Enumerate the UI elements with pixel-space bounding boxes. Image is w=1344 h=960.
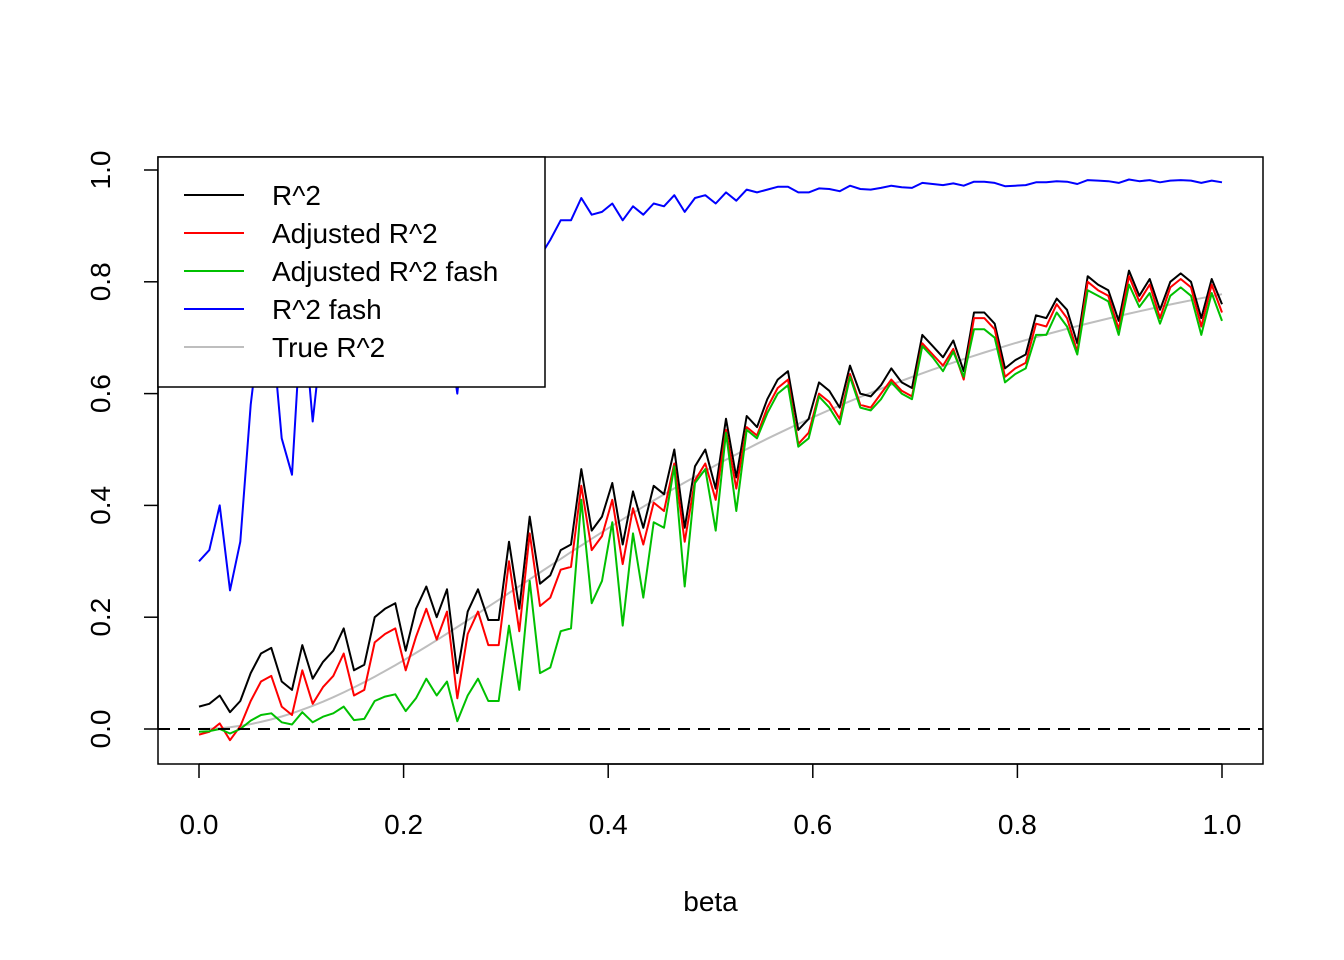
x-tick-label: 0.8: [998, 809, 1037, 840]
y-tick-label: 0.4: [85, 486, 116, 525]
legend: R^2 Adjusted R^2 Adjusted R^2 fash R^2 fash…: [157, 156, 546, 388]
x-tick-label: 0.2: [384, 809, 423, 840]
legend-label: Adjusted R^2: [272, 218, 438, 249]
x-axis-title: beta: [683, 886, 738, 917]
legend-label: Adjusted R^2 fash: [272, 256, 498, 287]
x-tick-label: 0.4: [589, 809, 628, 840]
y-tick-label: 0.0: [85, 710, 116, 749]
y-tick-label: 0.6: [85, 374, 116, 413]
y-axis: 0.0 0.2 0.4 0.6 0.8 1.0: [85, 151, 159, 749]
legend-label: R^2 fash: [272, 294, 382, 325]
series-line-adjusted-r-2: [198, 275, 1223, 742]
x-tick-label: 0.6: [793, 809, 832, 840]
series-line-adjusted-r-2-fash: [198, 283, 1223, 735]
legend-label: True R^2: [272, 332, 385, 363]
x-tick-label: 1.0: [1203, 809, 1242, 840]
y-tick-label: 1.0: [85, 151, 116, 190]
x-tick-label: 0.0: [180, 809, 219, 840]
y-tick-label: 0.2: [85, 598, 116, 637]
x-axis: 0.0 0.2 0.4 0.6 0.8 1.0: [180, 763, 1242, 840]
legend-label: R^2: [272, 180, 321, 211]
series-line-r-2: [198, 269, 1223, 714]
y-tick-label: 0.8: [85, 262, 116, 301]
